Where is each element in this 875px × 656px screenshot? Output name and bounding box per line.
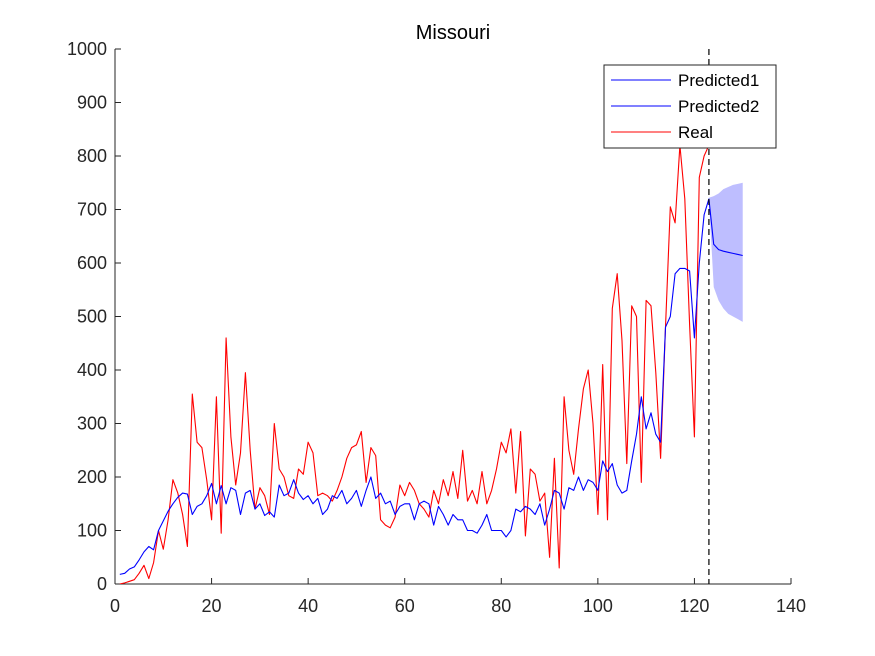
legend: Predicted1 Predicted2 Real	[603, 64, 777, 149]
y-tick-label: 800	[77, 146, 107, 166]
series-line-predicted1	[119, 198, 710, 575]
x-tick-label: 20	[202, 596, 222, 616]
axes: 0 20 40 60 80 100 120 140 0 100 200 300 400 500 600 700…	[67, 39, 806, 616]
chart-title: Missouri	[416, 22, 490, 44]
y-tick-label: 900	[77, 93, 107, 113]
series-line-real	[119, 144, 710, 584]
y-tick-label: 300	[77, 414, 107, 434]
y-tick-label: 700	[77, 200, 107, 220]
x-tick-label: 120	[679, 596, 709, 616]
x-tick-label: 0	[110, 596, 120, 616]
y-tick-label: 100	[77, 521, 107, 541]
x-tick-label: 80	[491, 596, 511, 616]
legend-label-real: Real	[678, 123, 713, 142]
y-tick-label: 600	[77, 253, 107, 273]
legend-label-predicted1: Predicted1	[678, 71, 759, 90]
x-tick-label: 60	[395, 596, 415, 616]
y-tick-label: 500	[77, 307, 107, 327]
x-tick-label: 40	[298, 596, 318, 616]
y-tick-label: 1000	[67, 39, 107, 59]
x-tick-label: 100	[583, 596, 613, 616]
y-tick-label: 400	[77, 360, 107, 380]
y-tick-label: 0	[97, 574, 107, 594]
legend-label-predicted2: Predicted2	[678, 97, 759, 116]
series-layer	[119, 144, 743, 584]
series-line-predicted2	[708, 198, 743, 257]
y-tick-label: 200	[77, 467, 107, 487]
x-tick-label: 140	[776, 596, 806, 616]
